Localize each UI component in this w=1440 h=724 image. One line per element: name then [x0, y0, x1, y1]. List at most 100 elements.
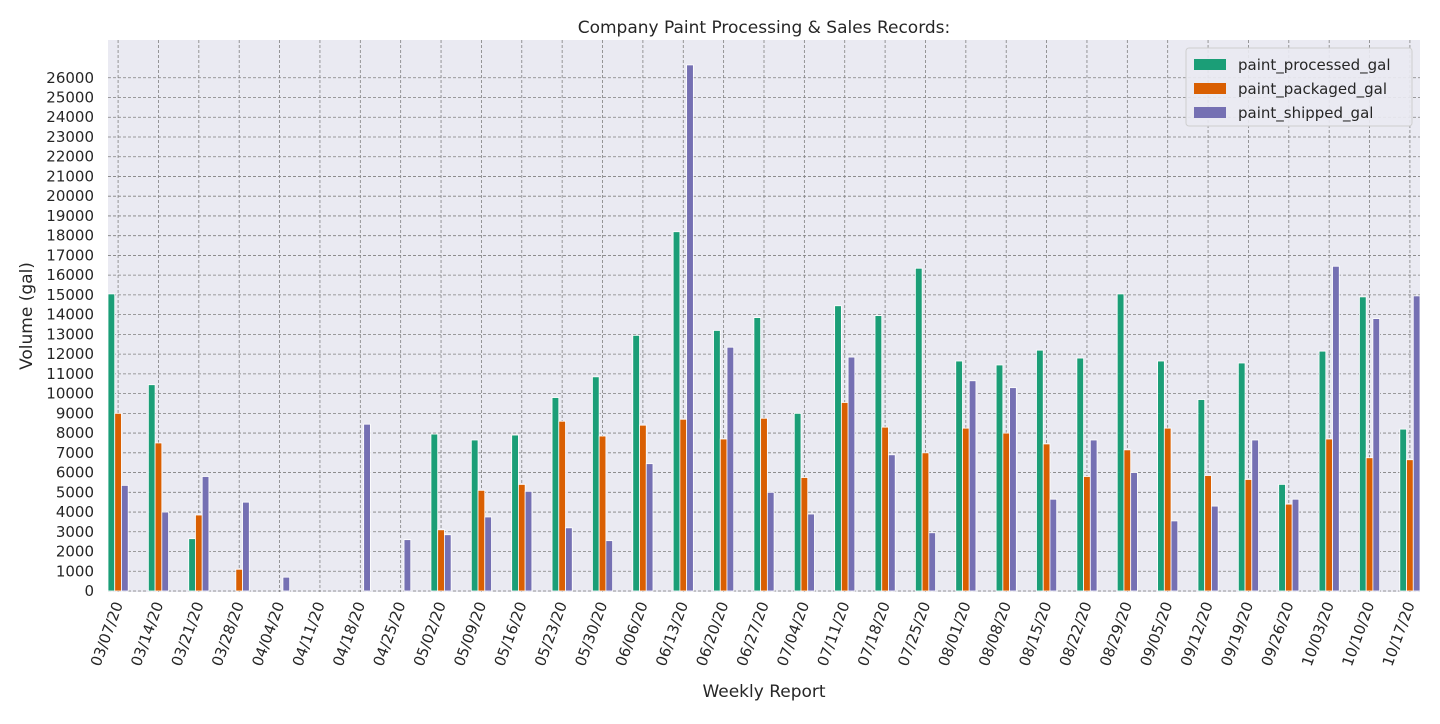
bar-paint-processed-gal — [188, 538, 196, 592]
y-tick-label: 3000 — [56, 523, 94, 541]
x-tick-label: 06/27/20 — [733, 599, 773, 668]
bar-paint-processed-gal — [551, 397, 560, 592]
x-tick-label: 05/23/20 — [531, 599, 571, 668]
bar-paint-packaged-gal — [1325, 438, 1333, 592]
y-tick-label: 26000 — [46, 69, 94, 87]
bar-paint-shipped-gal — [847, 356, 856, 592]
bar-paint-shipped-gal — [565, 527, 573, 592]
y-tick-label: 8000 — [56, 424, 94, 442]
y-tick-label: 22000 — [46, 148, 94, 166]
bar-paint-shipped-gal — [282, 576, 291, 592]
bar-paint-processed-gal — [430, 433, 439, 592]
bar-paint-shipped-gal — [1332, 265, 1340, 592]
bar-paint-processed-gal — [753, 317, 762, 592]
bar-paint-processed-gal — [511, 434, 519, 592]
x-tick-label: 07/11/20 — [814, 599, 854, 668]
y-tick-label: 25000 — [46, 89, 94, 107]
bar-paint-shipped-gal — [726, 346, 735, 592]
x-tick-label: 03/07/20 — [87, 599, 127, 668]
x-tick-label: 06/06/20 — [612, 599, 652, 668]
x-tick-label: 07/18/20 — [854, 599, 894, 668]
bar-paint-processed-gal — [713, 330, 721, 592]
y-tick-label: 11000 — [46, 365, 94, 383]
y-tick-label: 12000 — [46, 345, 94, 363]
bar-paint-processed-gal — [834, 305, 842, 592]
x-tick-label: 10/03/20 — [1298, 599, 1338, 668]
legend: paint_processed_gal paint_packaged_galpai… — [1185, 47, 1413, 127]
y-tick-label: 9000 — [56, 404, 94, 422]
bar-paint-processed-gal — [793, 412, 802, 592]
x-tick-label: 05/16/20 — [491, 599, 531, 668]
x-tick-label: 05/02/20 — [410, 599, 450, 668]
bar-paint-shipped-gal — [645, 463, 654, 592]
bar-paint-packaged-gal — [719, 438, 728, 592]
bar-paint-packaged-gal — [1042, 443, 1051, 592]
x-tick-label: 09/26/20 — [1258, 599, 1298, 668]
bar-paint-packaged-gal — [1123, 449, 1132, 592]
bar-paint-processed-gal — [592, 376, 600, 592]
bar-paint-packaged-gal — [1365, 457, 1374, 592]
bar-paint-packaged-gal — [1002, 432, 1010, 592]
x-tick-label: 05/09/20 — [450, 599, 490, 668]
x-tick-label: 10/17/20 — [1379, 599, 1419, 668]
bar-paint-packaged-gal — [760, 417, 768, 592]
bar-paint-shipped-gal — [888, 454, 896, 592]
bar-paint-shipped-gal — [242, 501, 250, 592]
x-tick-label: 08/15/20 — [1015, 599, 1055, 668]
bar-paint-shipped-gal — [201, 476, 210, 592]
y-ticks: 0100020003000400050006000700080009000100… — [46, 69, 94, 600]
legend-label: paint_packaged_gal — [1238, 80, 1387, 99]
bar-paint-shipped-gal — [403, 539, 412, 592]
bar-paint-processed-gal — [914, 267, 923, 592]
bar-paint-packaged-gal — [921, 452, 930, 592]
bar-paint-packaged-gal — [639, 424, 647, 592]
bar-paint-packaged-gal — [195, 514, 203, 592]
y-tick-label: 16000 — [46, 266, 94, 284]
y-axis-label: Volume (gal) — [17, 262, 37, 370]
bar-paint-shipped-gal — [484, 516, 492, 592]
bar-paint-shipped-gal — [1089, 439, 1098, 592]
bar-paint-processed-gal — [1076, 357, 1084, 592]
bar-paint-shipped-gal — [1372, 318, 1381, 592]
bar-paint-shipped-gal — [928, 532, 936, 592]
bar-paint-processed-gal — [632, 334, 640, 592]
bar-paint-packaged-gal — [598, 435, 607, 592]
bar-paint-processed-gal — [955, 360, 963, 592]
chart-title: Company Paint Processing & Sales Records… — [578, 18, 951, 38]
bar-paint-shipped-gal — [363, 423, 371, 592]
y-tick-label: 21000 — [46, 167, 94, 185]
x-tick-label: 07/25/20 — [894, 599, 934, 668]
bars — [107, 64, 1421, 592]
bar-paint-shipped-gal — [807, 513, 815, 592]
bar-paint-packaged-gal — [1285, 503, 1293, 592]
x-tick-label: 09/19/20 — [1217, 599, 1257, 668]
bar-paint-packaged-gal — [881, 426, 889, 592]
y-tick-label: 19000 — [46, 207, 94, 225]
x-tick-label: 08/01/20 — [935, 599, 975, 668]
x-tick-label: 07/04/20 — [773, 599, 813, 668]
bar-paint-shipped-gal — [1251, 439, 1259, 592]
bar-paint-packaged-gal — [1406, 459, 1414, 592]
x-tick-label: 06/20/20 — [692, 599, 732, 668]
x-axis-label: Weekly Report — [702, 682, 825, 702]
y-tick-label: 20000 — [46, 187, 94, 205]
x-tick-label: 03/28/20 — [208, 599, 248, 668]
bar-paint-shipped-gal — [444, 534, 452, 592]
y-tick-label: 17000 — [46, 246, 94, 264]
x-tick-label: 08/22/20 — [1056, 599, 1096, 668]
bar-paint-processed-gal — [107, 293, 116, 592]
x-tick-label: 10/10/20 — [1338, 599, 1378, 668]
x-tick-label: 03/14/20 — [127, 599, 167, 668]
bar-paint-processed-gal — [1036, 349, 1044, 592]
bar-paint-packaged-gal — [1204, 475, 1212, 592]
y-tick-label: 0 — [84, 582, 94, 600]
bar-paint-packaged-gal — [477, 489, 486, 592]
legend-swatch — [1194, 83, 1226, 94]
bar-paint-processed-gal — [1116, 293, 1125, 592]
bar-paint-shipped-gal — [1291, 498, 1300, 592]
bar-paint-shipped-gal — [1049, 498, 1058, 592]
bar-paint-shipped-gal — [968, 380, 977, 592]
bar-paint-packaged-gal — [154, 442, 163, 592]
bar-paint-shipped-gal — [1009, 387, 1017, 592]
